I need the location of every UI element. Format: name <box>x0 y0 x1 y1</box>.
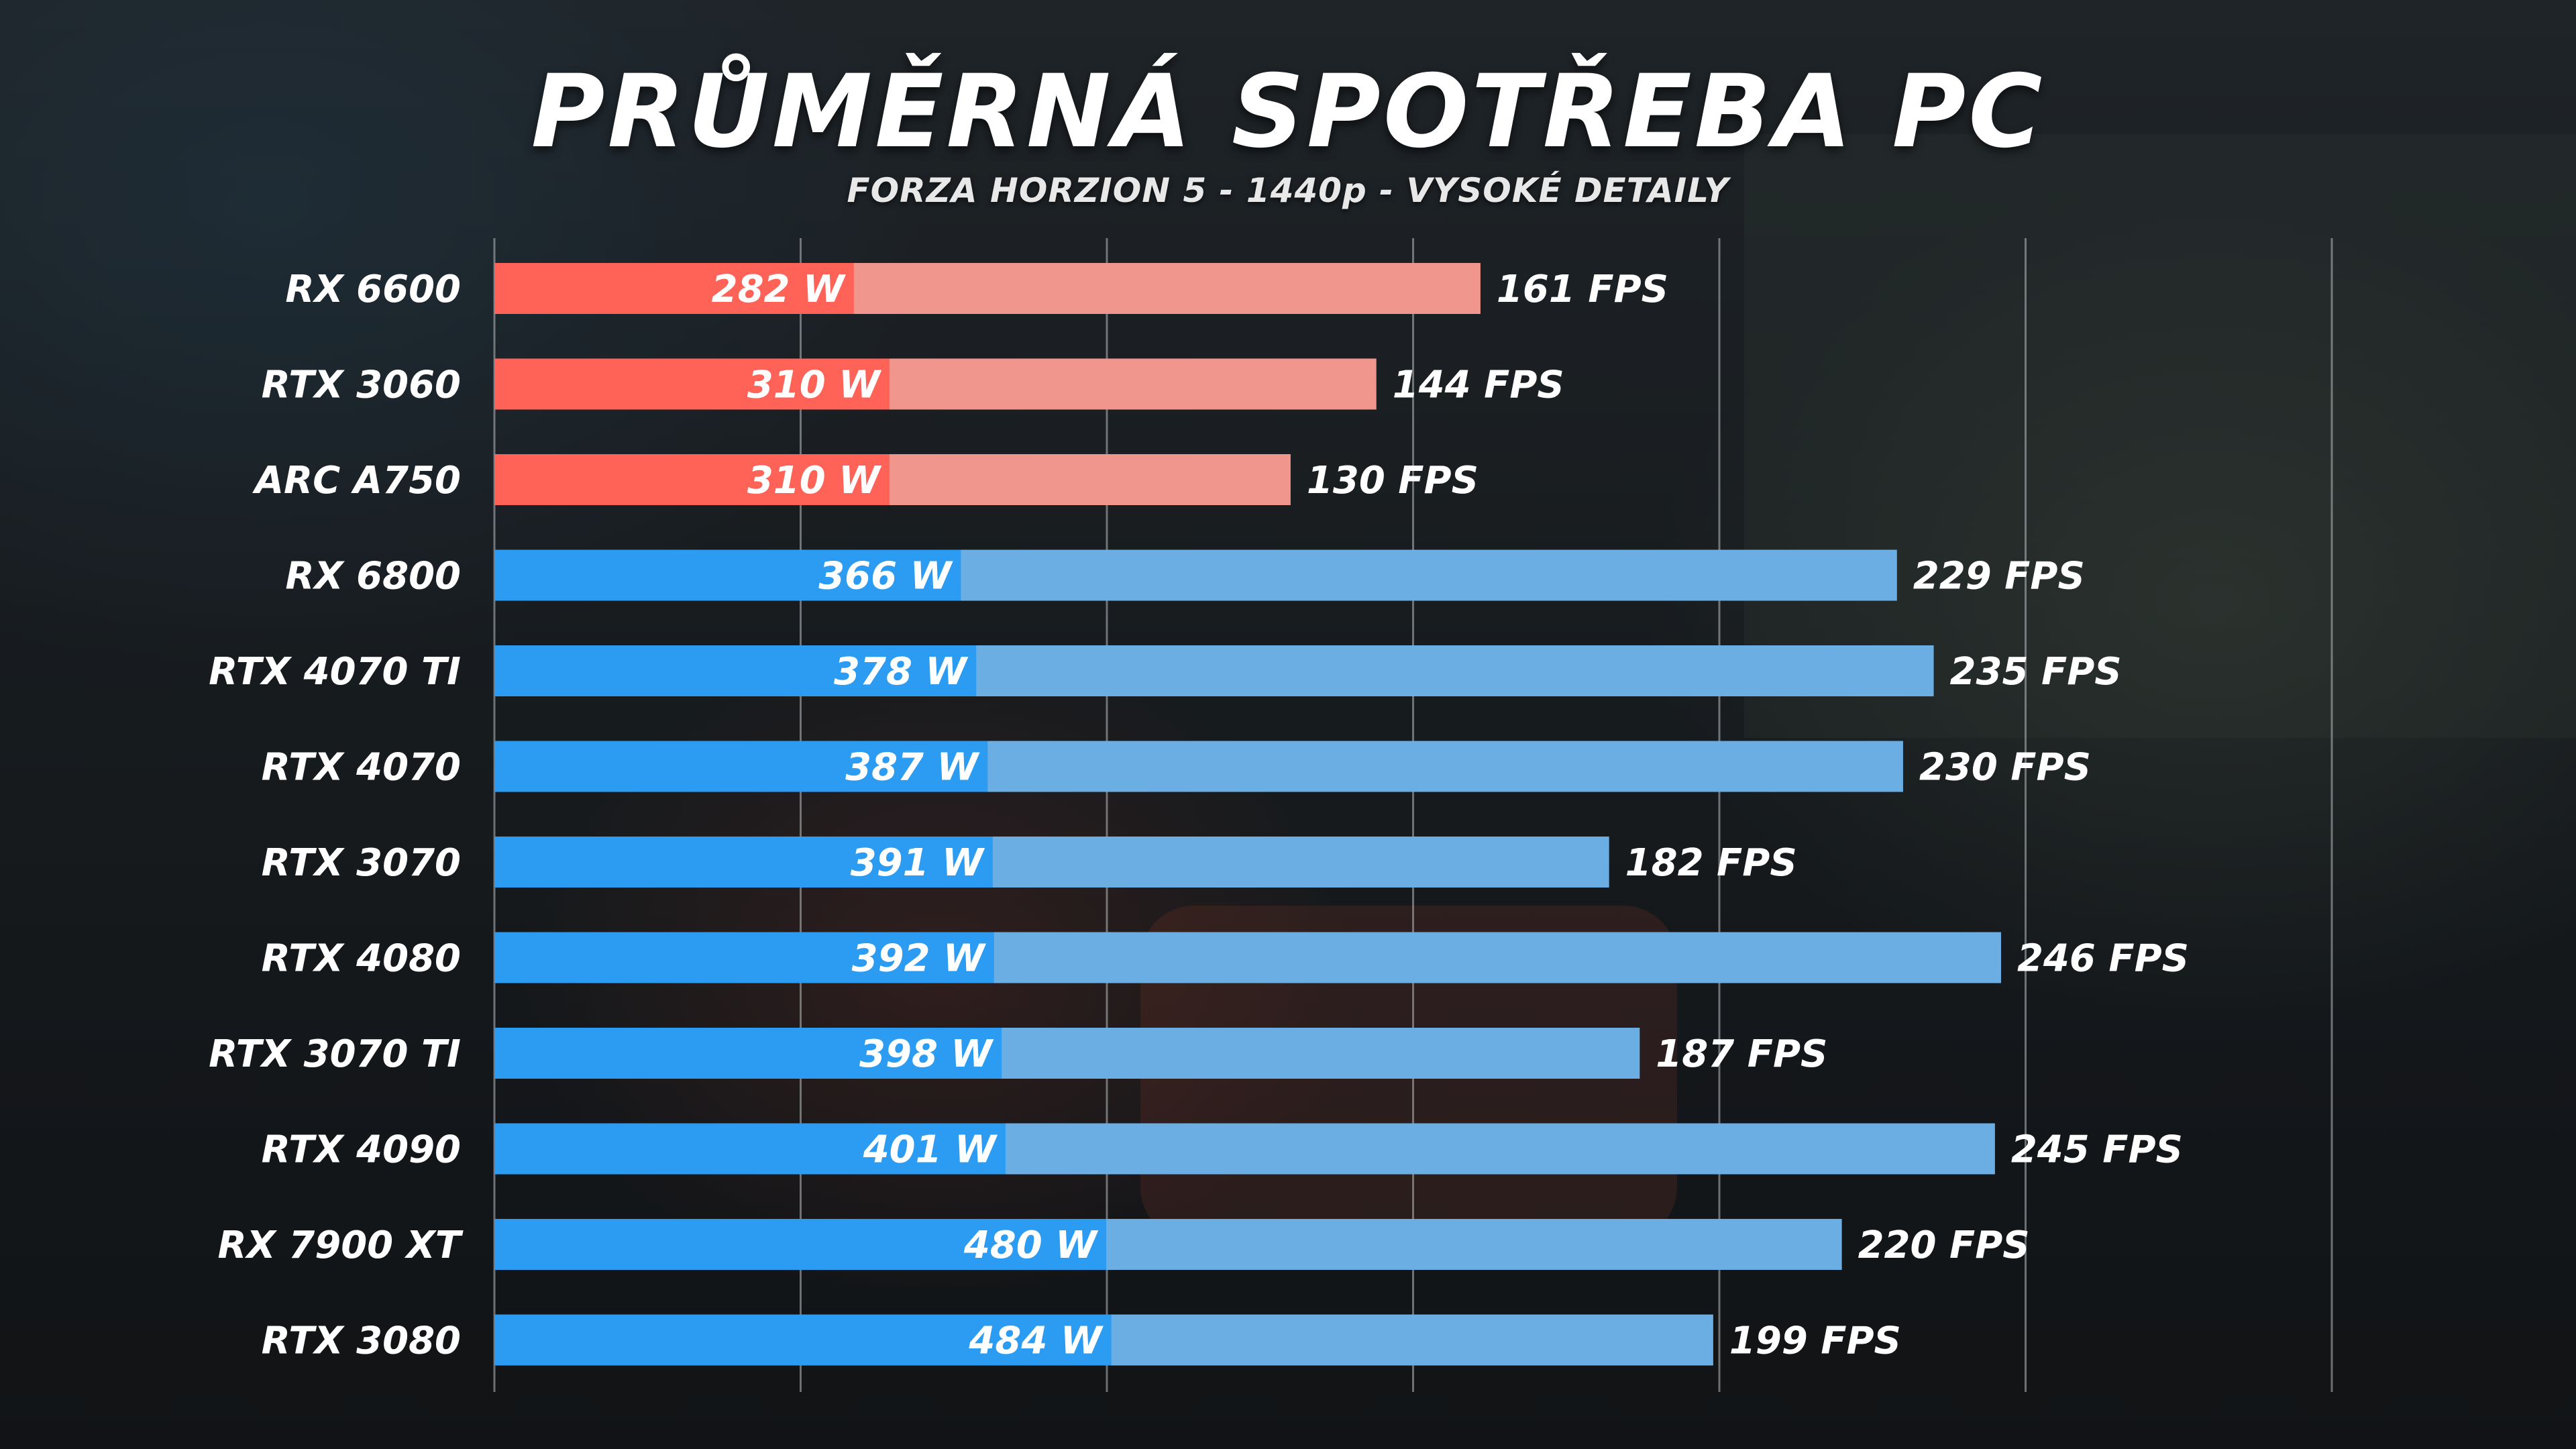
power-value-label: 310 W <box>747 364 882 407</box>
fps-value-label: 230 FPS <box>1919 746 2091 790</box>
power-value-label: 391 W <box>851 841 985 885</box>
power-value-label: 480 W <box>963 1224 1099 1267</box>
power-bar <box>494 263 854 314</box>
category-label: ARC A750 <box>252 459 461 502</box>
category-label: RTX 3070 TI <box>209 1032 461 1076</box>
power-value-label: 398 W <box>859 1032 994 1076</box>
gridlines <box>493 238 2333 1392</box>
power-bar <box>494 1219 1106 1270</box>
power-bar <box>494 454 890 505</box>
chart-subtitle: FORZA HORZION 5 - 1440p - VYSOKÉ DETAILY <box>847 171 1729 210</box>
fps-value-label: 220 FPS <box>1858 1224 2030 1267</box>
bars <box>494 263 2001 1366</box>
power-value-label: 366 W <box>818 555 953 598</box>
power-bar <box>494 645 977 696</box>
power-value-label: 401 W <box>863 1128 998 1172</box>
power-value-label: 310 W <box>747 459 882 502</box>
power-bar <box>494 837 993 888</box>
fps-value-label: 229 FPS <box>1913 555 2085 598</box>
power-bar <box>494 1028 1002 1079</box>
category-label: RTX 3070 <box>262 841 461 885</box>
category-label: RX 7900 XT <box>217 1224 463 1267</box>
category-label: RX 6800 <box>285 555 461 598</box>
category-label: RTX 4070 <box>262 746 461 790</box>
fps-value-label: 199 FPS <box>1729 1320 1901 1363</box>
power-bar <box>494 549 961 601</box>
power-bar <box>494 932 994 983</box>
power-value-label: 282 W <box>712 268 847 311</box>
power-bar <box>494 1314 1112 1366</box>
power-value-label: 392 W <box>852 937 987 981</box>
category-label: RTX 4090 <box>262 1128 461 1172</box>
category-label: RTX 3080 <box>262 1320 461 1363</box>
fps-value-label: 187 FPS <box>1656 1032 1827 1076</box>
fps-value-label: 130 FPS <box>1307 459 1479 502</box>
power-value-label: 387 W <box>845 746 980 790</box>
power-bar <box>494 358 890 410</box>
fps-value-label: 182 FPS <box>1625 841 1797 885</box>
category-label: RX 6600 <box>285 268 461 311</box>
labels: RX 6600 282 W 161 FPS RTX 3060 310 W 144 FPS A… <box>209 268 2189 1363</box>
category-label: RTX 3060 <box>262 364 461 407</box>
power-value-label: 484 W <box>968 1320 1104 1363</box>
fps-value-label: 235 FPS <box>1950 650 2122 694</box>
fps-value-label: 245 FPS <box>2011 1128 2183 1172</box>
fps-value-label: 246 FPS <box>2017 937 2189 981</box>
fps-value-label: 144 FPS <box>1393 364 1564 407</box>
power-bar <box>494 741 988 792</box>
chart-title: PRŮMĚRNÁ SPOTŘEBA PC <box>531 54 2045 170</box>
power-bar <box>494 1123 1006 1175</box>
fps-value-label: 161 FPS <box>1497 268 1668 311</box>
category-label: RTX 4080 <box>262 937 461 981</box>
power-value-label: 378 W <box>834 650 969 694</box>
category-label: RTX 4070 TI <box>209 650 461 694</box>
